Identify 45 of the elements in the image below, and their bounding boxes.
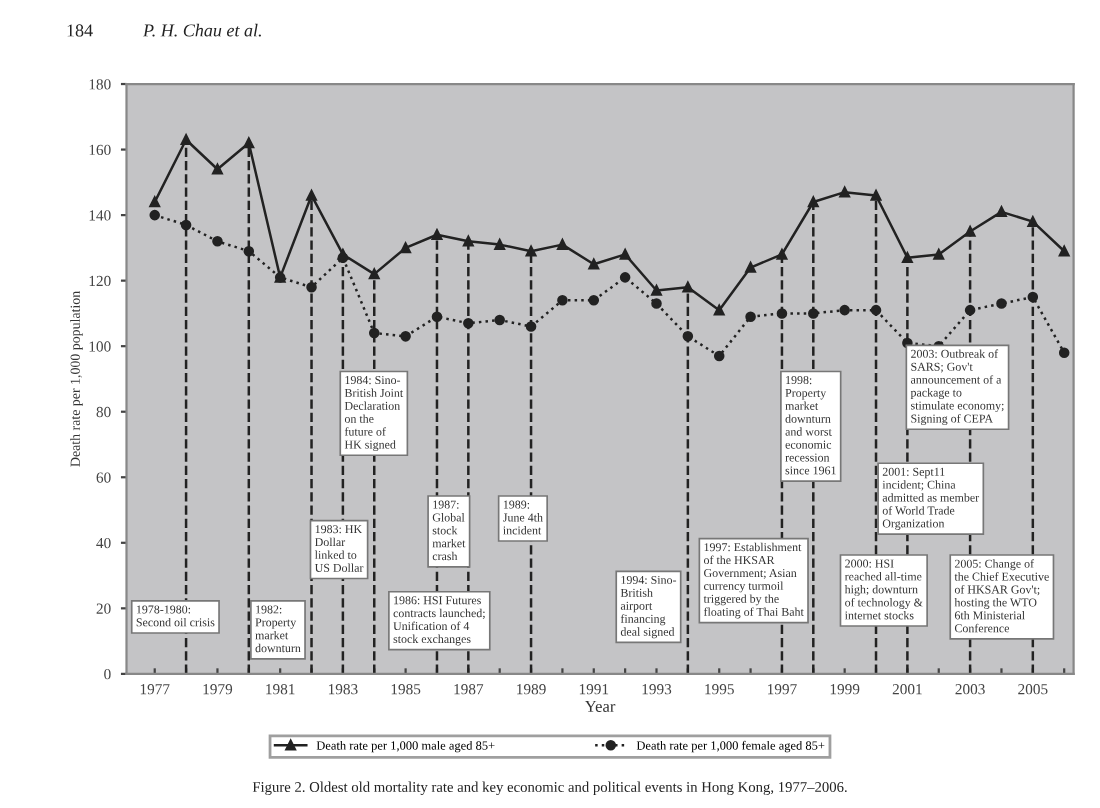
- point: [588, 258, 600, 270]
- point: [212, 236, 223, 247]
- point: [212, 163, 223, 175]
- point: [839, 186, 850, 198]
- x-axis-title: Year: [584, 700, 616, 712]
- point: [400, 242, 411, 254]
- point: [682, 331, 694, 342]
- point: [149, 209, 160, 221]
- point: [400, 331, 411, 342]
- point: [525, 245, 537, 257]
- point: [651, 298, 662, 309]
- point: [463, 317, 474, 329]
- point: [808, 196, 819, 208]
- point: [713, 350, 725, 362]
- point: [682, 281, 694, 293]
- point: [870, 304, 882, 316]
- point: [243, 137, 255, 149]
- point: [525, 321, 537, 332]
- point: [808, 308, 819, 319]
- point: [243, 245, 255, 257]
- point: [368, 268, 380, 280]
- point: [149, 196, 160, 208]
- point: [839, 304, 850, 316]
- point: [1027, 291, 1039, 303]
- point: [776, 308, 788, 319]
- point: [619, 272, 631, 283]
- point: [431, 229, 443, 241]
- point: [557, 295, 568, 306]
- text: 184: [67, 24, 93, 37]
- point: [1027, 216, 1039, 227]
- point: [1058, 245, 1070, 257]
- point: [964, 304, 976, 316]
- point: [713, 304, 725, 316]
- point: [337, 252, 349, 263]
- point: [494, 314, 505, 326]
- text: P. H. Chau et al.: [142, 23, 261, 37]
- point: [180, 219, 192, 231]
- point: [745, 311, 756, 322]
- point: [431, 311, 443, 322]
- point: [588, 295, 600, 306]
- point: [996, 206, 1007, 218]
- point: [1058, 347, 1070, 359]
- point: [368, 327, 380, 339]
- point: [306, 281, 317, 293]
- point: [996, 298, 1007, 309]
